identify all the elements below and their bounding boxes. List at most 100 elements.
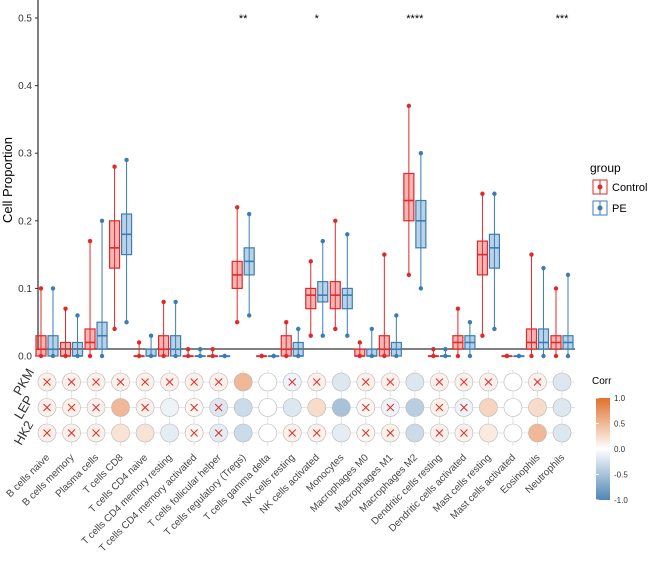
extreme-point [259,353,264,359]
extreme-point [308,333,313,338]
corr-dot [552,372,572,392]
nonsig-mark [116,378,125,386]
box [537,328,550,350]
nonsig-mark [435,429,444,437]
extreme-point [124,157,129,163]
extreme-point [136,340,142,345]
extreme-point [369,353,375,359]
y-tick-label: 0.2 [18,216,32,227]
nonsig-mark [190,378,198,386]
extreme-point [63,306,68,311]
legend-label: Control [612,182,647,194]
corr-dot [282,398,302,417]
extreme-point [320,333,325,338]
corr-dot [479,398,498,417]
extreme-point [284,353,289,359]
extreme-point [148,353,154,359]
extreme-point [492,191,497,196]
color-tick-label: -1.0 [614,496,628,505]
extreme-point [38,286,44,291]
corr-dot [479,423,498,443]
extreme-point [406,272,412,278]
extreme-point [541,353,546,359]
extreme-point [296,353,301,359]
nonsig-mark [214,429,223,437]
nonsig-mark [190,403,198,412]
corr-dot [552,423,572,443]
box [108,220,121,269]
significance: * [315,13,320,25]
nonsig-mark [141,378,149,386]
nonsig-mark [312,378,321,386]
extreme-point [480,333,485,338]
nonsig-mark [533,378,542,386]
legend-key [597,205,603,211]
nonsig-mark [460,378,468,386]
corr-dot [160,398,179,417]
extreme-point [50,353,56,359]
corr-dot [503,398,523,417]
nonsig-mark [435,378,444,386]
nonsig-mark [386,378,395,386]
extreme-point [529,252,534,257]
nonsig-mark [67,429,76,437]
extreme-point [197,353,203,359]
y-tick-label: 0.0 [18,352,32,363]
legend-title: Corr [592,376,612,387]
extreme-point [75,353,80,359]
extreme-point [308,259,313,264]
box [158,335,170,357]
box [280,335,292,357]
corr-dot [405,398,425,417]
extreme-point [161,353,166,359]
row-label: HK2 [11,418,37,447]
corr-dot [528,423,547,443]
box [84,328,96,350]
extreme-point [492,326,497,332]
corr-dot [233,423,253,443]
nonsig-mark [67,403,76,412]
extreme-point [210,347,215,352]
significance: **** [406,13,424,25]
extreme-point [234,320,240,325]
extreme-point [565,353,571,359]
extreme-point [320,238,325,244]
extreme-point [443,353,448,359]
nonsig-mark [361,429,370,437]
extreme-point [333,218,338,223]
nonsig-mark [386,429,395,437]
box [317,281,329,303]
nonsig-mark [435,403,444,412]
nonsig-mark [361,378,370,386]
corr-dot [405,423,425,443]
extreme-point [431,353,436,359]
corr-dot [258,398,278,417]
box [305,287,317,310]
extreme-point [418,151,424,156]
extreme-point [455,306,461,311]
extreme-point [369,326,375,332]
box [403,172,415,222]
extreme-point [504,353,510,359]
corr-dot [503,423,523,443]
extreme-point [99,218,105,223]
extreme-point [185,353,191,359]
extreme-point [357,340,363,345]
extreme-point [382,252,387,257]
corr-dot [258,372,278,392]
extreme-point [136,353,142,359]
box [47,335,59,357]
corr-dot [405,372,425,392]
significance: ** [239,13,248,25]
y-axis-label: Cell Proportion [0,137,15,223]
extreme-point [406,103,412,109]
nonsig-mark [43,403,51,412]
y-tick-label: 0.3 [18,149,32,160]
extreme-point [345,232,350,237]
row-label: LEP [11,393,36,422]
legend-title: group [590,161,621,175]
extreme-point [553,353,559,359]
corr-dot [552,398,572,417]
extreme-point [234,205,240,210]
